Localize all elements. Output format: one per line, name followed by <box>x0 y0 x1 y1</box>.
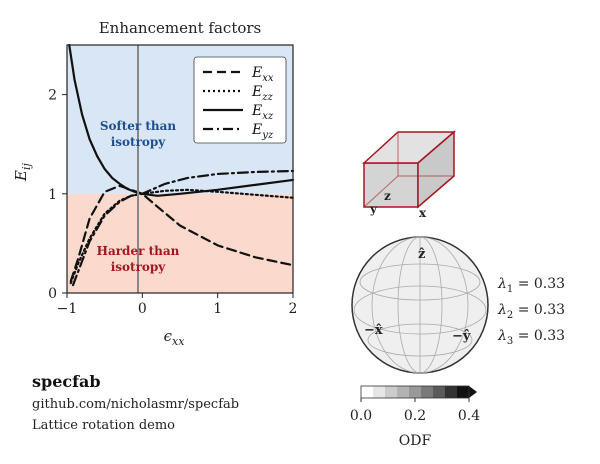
colorbar-tick-label: 0.4 <box>458 408 480 424</box>
eigenvalue-row: λ3 = 0.33 <box>498 327 566 347</box>
x-tick-label: 1 <box>213 301 222 317</box>
y-tick-label: 2 <box>48 88 57 104</box>
colorbar <box>361 386 470 398</box>
legend-label: Ezz <box>251 84 274 103</box>
colorbar-segment <box>385 386 398 398</box>
sphere-label-z: ẑ <box>418 247 425 262</box>
project-name: specfab <box>32 372 101 391</box>
chart-title: Enhancement factors <box>99 19 262 37</box>
cube-axis-z: z <box>384 189 391 203</box>
y-axis-label: Eij <box>12 162 33 181</box>
odf-sphere: ẑ −x̂ −ŷ <box>351 236 489 374</box>
x-ticks: −1 0 1 2 <box>57 293 298 317</box>
series-group <box>68 43 295 287</box>
series-line-exz <box>68 43 295 197</box>
colorbar-ticks: 0.0 0.2 0.4 <box>350 398 480 424</box>
y-tick-label: 1 <box>48 187 57 203</box>
colorbar-label: ODF <box>399 433 432 449</box>
colorbar-segment <box>457 386 470 398</box>
legend-label: Eyz <box>251 122 274 141</box>
colorbar-segment <box>361 386 374 398</box>
x-tick-label: 2 <box>289 301 298 317</box>
eigenvalue-row: λ2 = 0.33 <box>498 301 566 321</box>
softer-region-label-line1: Softer than <box>100 119 177 133</box>
eigenvalue-row: λ1 = 0.33 <box>498 276 566 295</box>
info-block: specfab github.com/nicholasmr/specfab La… <box>32 372 239 439</box>
x-tick-label: 0 <box>138 301 147 317</box>
y-ticks: 0 1 2 <box>48 88 67 302</box>
project-url[interactable]: github.com/nicholasmr/specfab <box>32 397 240 412</box>
series-line-eyz <box>71 169 295 287</box>
plot-frame <box>66 44 294 294</box>
eigenvalue-list: λ1 = 0.33 λ2 = 0.33 λ3 = 0.33 <box>498 274 565 351</box>
cube-illustration: z y x <box>362 130 457 220</box>
legend-box <box>193 56 287 144</box>
region-harder <box>67 193 293 293</box>
sphere-label-y: −ŷ <box>452 329 471 344</box>
project-description: Lattice rotation demo <box>32 418 175 433</box>
legend-label: Exx <box>251 65 274 84</box>
legend-label: Exz <box>251 103 274 122</box>
colorbar-segment <box>409 386 422 398</box>
harder-region-label-line1: Harder than <box>97 244 180 258</box>
cube-front-face <box>363 162 419 208</box>
sphere-label-x: −x̂ <box>364 323 383 338</box>
x-tick-label: −1 <box>57 301 78 317</box>
softer-region-label-line2: isotropy <box>111 135 167 149</box>
colorbar-segment <box>421 386 434 398</box>
colorbar-segment <box>397 386 410 398</box>
colorbar-tick-label: 0.2 <box>404 408 426 424</box>
cube-axis-x: x <box>419 206 427 220</box>
cube-axis-y: y <box>369 202 378 216</box>
cube-hidden-edge-3 <box>363 175 399 208</box>
harder-region-label-line2: isotropy <box>111 260 167 274</box>
colorbar-segment <box>445 386 458 398</box>
colorbar-segment <box>373 386 386 398</box>
y-tick-label: 0 <box>48 286 57 302</box>
colorbar-tick-label: 0.0 <box>350 408 372 424</box>
colorbar-segment <box>433 386 446 398</box>
colorbar-extend-arrow <box>469 386 477 398</box>
x-axis-label: ϵxx <box>164 327 186 348</box>
